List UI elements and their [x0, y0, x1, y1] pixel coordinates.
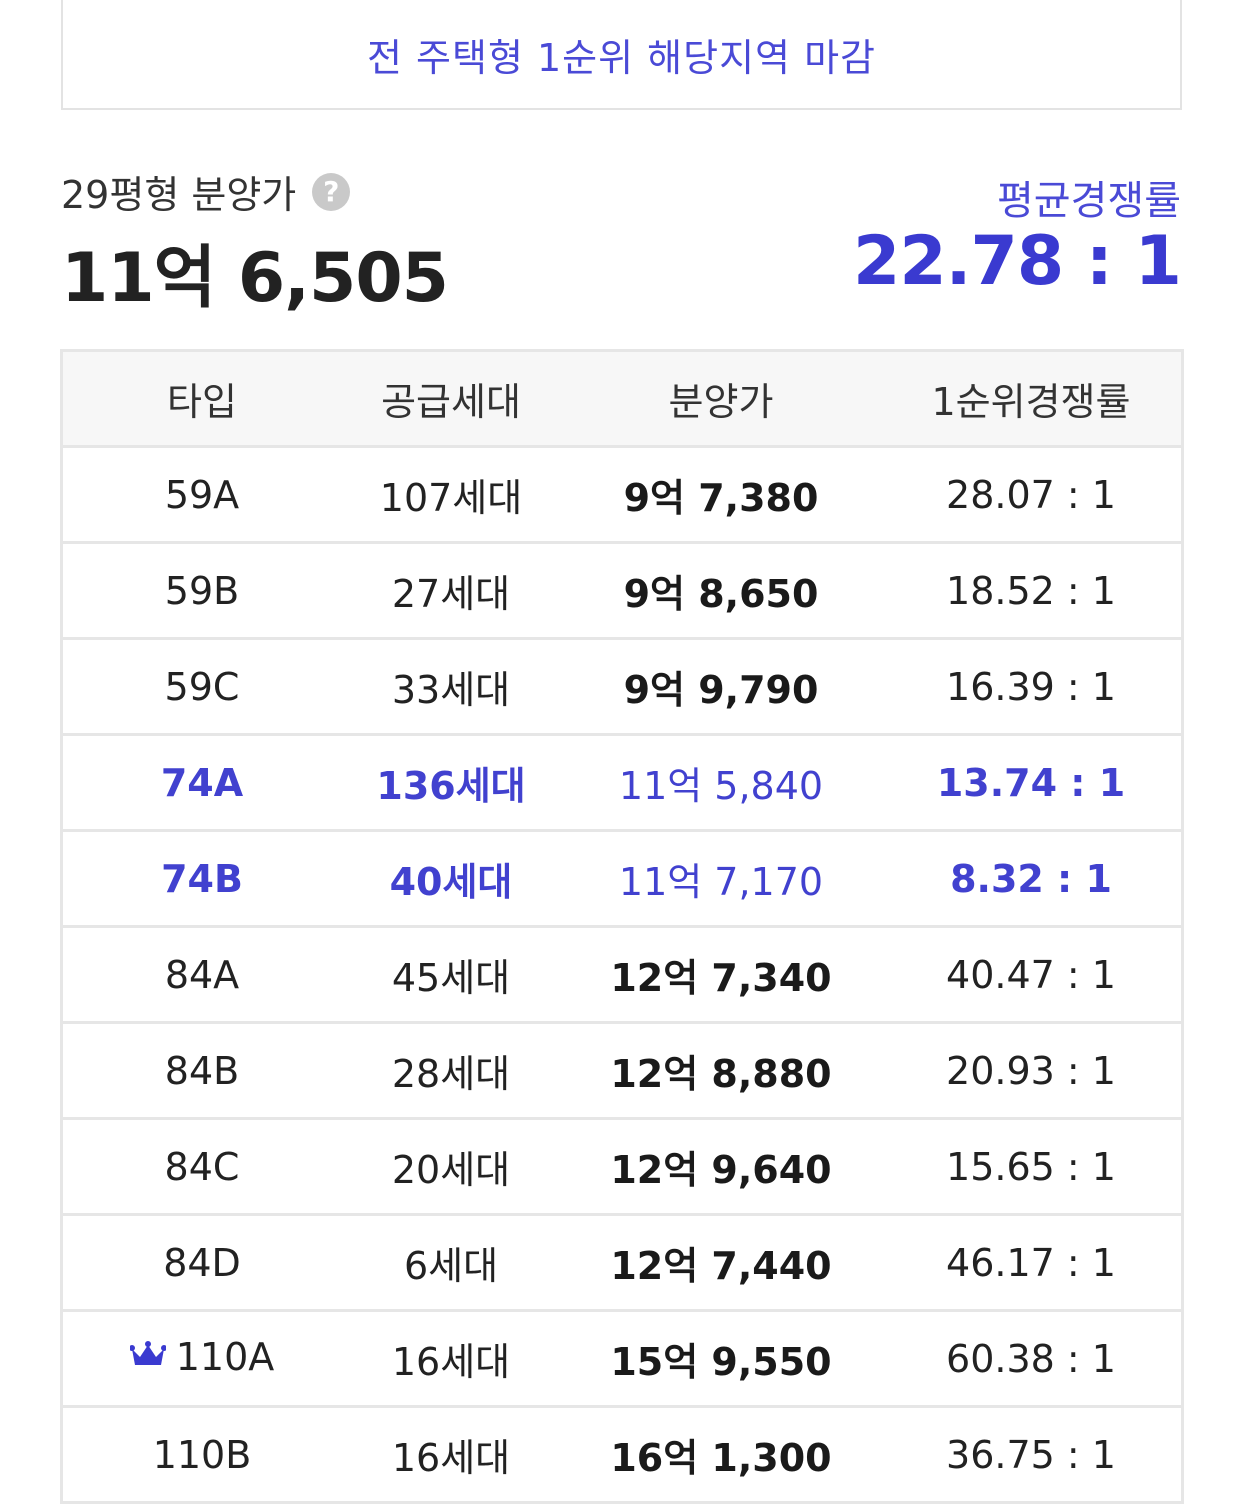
- cell-units: 136세대: [341, 734, 561, 832]
- status-banner: 전 주택형 1순위 해당지역 마감: [61, 0, 1182, 110]
- price-value: 11억 6,505: [61, 239, 449, 318]
- table-row: 110B 16세대 16억 1,300 36.75 : 1: [63, 1406, 1181, 1504]
- average-rate-label: 평균경쟁률: [997, 178, 1181, 224]
- cell-rate: 28.07 : 1: [881, 446, 1181, 544]
- cell-price: 11억 7,170: [561, 830, 881, 928]
- cell-price: 12억 7,340: [561, 926, 881, 1024]
- table-body: 59A 107세대 9억 7,380 28.07 : 1 59B 27세대 9억 8,650…: [63, 446, 1181, 1504]
- type-label: 110B: [152, 1432, 252, 1477]
- cell-type: 74B: [63, 830, 341, 928]
- type-table-container: 타입 공급세대 분양가 1순위경쟁률 59A 107세대 9억 7,380 28.07…: [60, 349, 1184, 1504]
- cell-price: 12억 9,640: [561, 1118, 881, 1216]
- type-label: 59C: [164, 664, 240, 709]
- price-label: 29평형 분양가: [61, 173, 297, 217]
- cell-type: 84C: [63, 1118, 341, 1216]
- type-label: 110A: [175, 1335, 275, 1380]
- cell-rate: 60.38 : 1: [881, 1310, 1181, 1408]
- cell-units: 40세대: [341, 830, 561, 928]
- cell-rate: 20.93 : 1: [881, 1022, 1181, 1120]
- cell-price: 11억 5,840: [561, 734, 881, 832]
- table-row: 84C 20세대 12억 9,640 15.65 : 1: [63, 1118, 1181, 1216]
- type-label: 84D: [163, 1240, 241, 1285]
- cell-type: 84B: [63, 1022, 341, 1120]
- table-row: 84D 6세대 12억 7,440 46.17 : 1: [63, 1214, 1181, 1312]
- cell-rate: 13.74 : 1: [881, 734, 1181, 832]
- cell-price: 9억 7,380: [561, 446, 881, 544]
- type-label: 59B: [164, 568, 240, 613]
- cell-rate: 16.39 : 1: [881, 638, 1181, 736]
- average-rate-value: 22.78 : 1: [853, 222, 1182, 301]
- cell-type: 84D: [63, 1214, 341, 1312]
- cell-units: 20세대: [341, 1118, 561, 1216]
- table-row: 59A 107세대 9억 7,380 28.07 : 1: [63, 446, 1181, 544]
- header-type: 타입: [63, 352, 341, 448]
- cell-type: 110B: [63, 1406, 341, 1504]
- table-row: 110A 16세대 15억 9,550 60.38 : 1: [63, 1310, 1181, 1408]
- table-row: 84A 45세대 12억 7,340 40.47 : 1: [63, 926, 1181, 1024]
- cell-units: 27세대: [341, 542, 561, 640]
- crown-icon: [128, 1334, 167, 1378]
- cell-units: 33세대: [341, 638, 561, 736]
- table-row: 74B 40세대 11억 7,170 8.32 : 1: [63, 830, 1181, 928]
- price-label-row: 29평형 분양가 ?: [61, 164, 351, 219]
- cell-type: 74A: [63, 734, 341, 832]
- cell-type: 59C: [63, 638, 341, 736]
- table-row: 59C 33세대 9억 9,790 16.39 : 1: [63, 638, 1181, 736]
- cell-price: 9억 8,650: [561, 542, 881, 640]
- table-row: 84B 28세대 12억 8,880 20.93 : 1: [63, 1022, 1181, 1120]
- cell-type: 84A: [63, 926, 341, 1024]
- type-label: 59A: [164, 472, 240, 517]
- cell-units: 107세대: [341, 446, 561, 544]
- cell-price: 12억 8,880: [561, 1022, 881, 1120]
- cell-price: 15억 9,550: [561, 1310, 881, 1408]
- cell-rate: 36.75 : 1: [881, 1406, 1181, 1504]
- cell-rate: 46.17 : 1: [881, 1214, 1181, 1312]
- table-row: 74A 136세대 11억 5,840 13.74 : 1: [63, 734, 1181, 832]
- table-header-row: 타입 공급세대 분양가 1순위경쟁률: [63, 352, 1181, 448]
- type-label: 74A: [160, 760, 244, 805]
- cell-rate: 40.47 : 1: [881, 926, 1181, 1024]
- type-label: 84C: [164, 1144, 240, 1189]
- banner-text: 전 주택형 1순위 해당지역 마감: [366, 35, 876, 80]
- cell-rate: 18.52 : 1: [881, 542, 1181, 640]
- type-table: 타입 공급세대 분양가 1순위경쟁률 59A 107세대 9억 7,380 28.07…: [63, 352, 1181, 1504]
- cell-price: 9억 9,790: [561, 638, 881, 736]
- type-label: 84A: [164, 952, 240, 997]
- table-row: 59B 27세대 9억 8,650 18.52 : 1: [63, 542, 1181, 640]
- cell-type: 59A: [63, 446, 341, 544]
- cell-units: 6세대: [341, 1214, 561, 1312]
- cell-type: 110A: [63, 1310, 341, 1408]
- cell-units: 28세대: [341, 1022, 561, 1120]
- question-mark-icon[interactable]: ?: [312, 172, 351, 211]
- cell-rate: 8.32 : 1: [881, 830, 1181, 928]
- type-label: 84B: [164, 1048, 240, 1093]
- cell-units: 45세대: [341, 926, 561, 1024]
- cell-type: 59B: [63, 542, 341, 640]
- cell-units: 16세대: [341, 1310, 561, 1408]
- cell-rate: 15.65 : 1: [881, 1118, 1181, 1216]
- cell-units: 16세대: [341, 1406, 561, 1504]
- cell-price: 16억 1,300: [561, 1406, 881, 1504]
- header-units: 공급세대: [341, 352, 561, 448]
- cell-price: 12억 7,440: [561, 1214, 881, 1312]
- header-price: 분양가: [561, 352, 881, 448]
- type-label: 74B: [161, 856, 243, 901]
- price-summary: 29평형 분양가 ? 11억 6,505 평균경쟁률 22.78 : 1: [61, 160, 1182, 320]
- header-rate: 1순위경쟁률: [881, 352, 1181, 448]
